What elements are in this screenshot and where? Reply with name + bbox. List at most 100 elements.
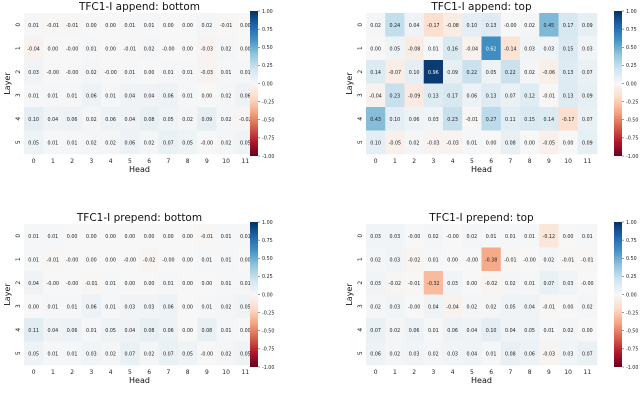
heatmap-cell bbox=[178, 83, 198, 108]
colorbar-tick-label: 0.75 bbox=[626, 238, 637, 244]
cell-label: 0.02 bbox=[524, 23, 535, 29]
colorbar-tick-label: -0.25 bbox=[262, 310, 274, 316]
heatmap-cell bbox=[500, 271, 521, 295]
cell-label: 0.07 bbox=[582, 351, 593, 357]
cell-label: 0.04 bbox=[48, 117, 59, 123]
cell-label: 0.06 bbox=[86, 304, 97, 310]
cell-label: 0.07 bbox=[544, 281, 555, 287]
cell-label: 0.01 bbox=[67, 304, 78, 310]
heatmap-panel-1: TFC1-I append: top 0.02 0.24 0.04 -0.17 -0.08… bbox=[345, 1, 638, 174]
cell-label: 0.07 bbox=[163, 351, 174, 357]
heatmap-cell bbox=[139, 13, 160, 37]
heatmap-cell bbox=[101, 107, 121, 131]
cell-label: -0.07 bbox=[389, 70, 401, 76]
heatmap-cell bbox=[62, 341, 83, 366]
heatmap-cell bbox=[24, 294, 44, 319]
heatmap-cell bbox=[481, 107, 502, 131]
cell-label: 0.00 bbox=[182, 328, 193, 334]
heatmap-cell bbox=[539, 36, 559, 61]
heatmap-cell bbox=[120, 107, 140, 131]
heatmap-cell bbox=[216, 341, 237, 366]
cell-label: -0.05 bbox=[543, 140, 555, 146]
y-axis-label: Layer bbox=[345, 283, 354, 306]
x-tick-label: 3 bbox=[431, 369, 435, 376]
x-tick-label: 7 bbox=[508, 158, 512, 165]
cell-label: 0.14 bbox=[370, 70, 381, 76]
heatmap-cell bbox=[366, 224, 386, 248]
heatmap-cell bbox=[197, 130, 217, 155]
heatmap-cell bbox=[216, 60, 237, 84]
cell-label: 0.00 bbox=[182, 281, 193, 287]
cell-label: 0.03 bbox=[125, 304, 136, 310]
cell-label: 0.00 bbox=[182, 23, 193, 29]
heatmap-cell bbox=[216, 271, 237, 295]
cell-label: 0.14 bbox=[544, 117, 555, 123]
cell-label: 0.11 bbox=[28, 328, 39, 334]
heatmap-cell bbox=[216, 318, 237, 342]
heatmap-cell bbox=[500, 294, 521, 319]
heatmap-cell bbox=[178, 341, 198, 366]
cell-label: -0.00 bbox=[124, 257, 136, 263]
cell-label: 0.04 bbox=[48, 328, 59, 334]
cell-label: -0.17 bbox=[562, 117, 574, 123]
heatmap-cell bbox=[158, 224, 179, 248]
heatmap-cell bbox=[481, 83, 502, 108]
cell-label: 0.05 bbox=[240, 351, 251, 357]
heatmap-cell bbox=[481, 271, 502, 295]
heatmap-cell bbox=[197, 294, 217, 319]
cell-label: 0.00 bbox=[202, 93, 213, 99]
cell-label: 0.07 bbox=[582, 117, 593, 123]
heatmap-cell bbox=[139, 318, 160, 342]
heatmap-cell bbox=[481, 318, 502, 342]
heatmap-cell bbox=[120, 130, 140, 155]
heatmap-cell bbox=[366, 13, 386, 37]
cell-label: -0.02 bbox=[408, 257, 420, 263]
heatmap-cell bbox=[385, 294, 405, 319]
heatmap-cell bbox=[539, 341, 559, 366]
heatmap-cell bbox=[404, 341, 425, 366]
heatmap-cell bbox=[577, 318, 598, 342]
heatmap-cell bbox=[139, 341, 160, 366]
cell-label: 0.02 bbox=[467, 234, 478, 240]
cell-label: 0.00 bbox=[144, 281, 155, 287]
cell-label: -0.01 bbox=[47, 257, 59, 263]
heatmap-cell bbox=[443, 294, 463, 319]
cell-label: 0.01 bbox=[221, 328, 232, 334]
cell-label: 0.00 bbox=[447, 257, 458, 263]
cell-label: -0.01 bbox=[124, 46, 136, 52]
cell-label: 0.00 bbox=[105, 257, 116, 263]
y-tick-label: 2 bbox=[15, 281, 22, 285]
heatmap-cell bbox=[404, 271, 425, 295]
heatmap-cell bbox=[101, 247, 121, 272]
cell-label: 0.04 bbox=[467, 328, 478, 334]
colorbar-tick-label: 0.25 bbox=[626, 63, 637, 69]
heatmap-cell bbox=[158, 294, 179, 319]
cell-label: 0.01 bbox=[202, 257, 213, 263]
heatmap-cell bbox=[481, 13, 502, 37]
cell-label: 0.10 bbox=[390, 117, 401, 123]
heatmap-cell bbox=[520, 294, 540, 319]
cell-label: 0.13 bbox=[563, 70, 574, 76]
heatmap-cell bbox=[443, 247, 463, 272]
cell-label: -0.00 bbox=[581, 281, 593, 287]
cell-label: 0.01 bbox=[221, 70, 232, 76]
cell-label: 0.01 bbox=[240, 234, 251, 240]
heatmap-cell bbox=[539, 224, 559, 248]
heatmap-cell bbox=[481, 341, 502, 366]
cell-label: 0.04 bbox=[125, 328, 136, 334]
cell-label: 0.02 bbox=[582, 304, 593, 310]
heatmap-cell bbox=[462, 36, 482, 61]
cell-label: 0.05 bbox=[240, 304, 251, 310]
cell-label: 0.02 bbox=[544, 257, 555, 263]
y-tick-label: 0 bbox=[357, 23, 364, 27]
colorbar-tick-label: 1.00 bbox=[626, 9, 637, 15]
heatmap-cell bbox=[216, 107, 237, 131]
x-tick-label: 8 bbox=[528, 369, 532, 376]
heatmap-cell bbox=[24, 13, 44, 37]
y-axis-label: Layer bbox=[3, 72, 12, 95]
cell-label: 0.02 bbox=[144, 351, 155, 357]
cell-label: 0.15 bbox=[524, 117, 535, 123]
heatmap-cell bbox=[500, 107, 521, 131]
cell-label: 0.02 bbox=[390, 328, 401, 334]
cell-label: 0.05 bbox=[105, 328, 116, 334]
